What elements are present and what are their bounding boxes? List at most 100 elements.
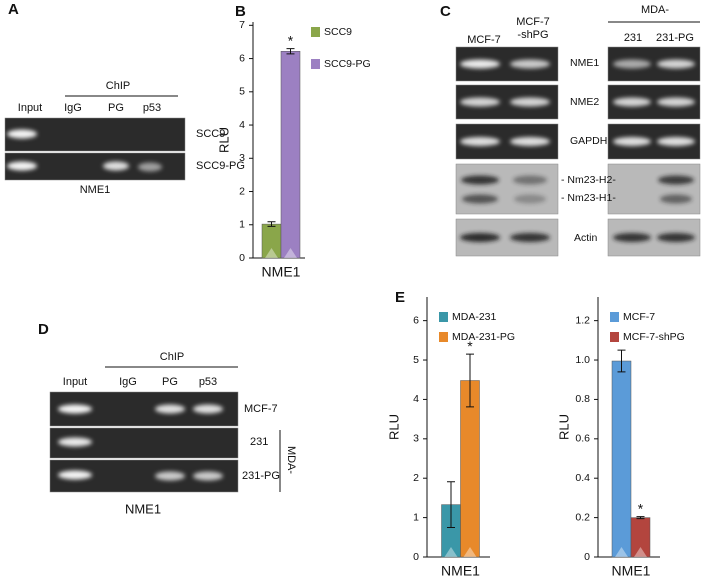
legend-label: SCC9-PG — [324, 58, 371, 70]
row-label: Actin — [574, 232, 598, 244]
legend-swatch — [311, 27, 320, 37]
gel-band — [7, 129, 37, 139]
lane-label: Input — [18, 102, 42, 114]
gel-band — [613, 59, 651, 69]
error-bar — [286, 48, 295, 55]
y-tick-label: 0 — [413, 551, 419, 563]
bar — [611, 360, 632, 558]
lane-label: p53 — [199, 376, 217, 388]
gel-band — [460, 59, 500, 69]
significance-mark: * — [638, 500, 644, 516]
gel-band — [613, 97, 651, 107]
error-bar — [466, 353, 474, 408]
legend-label: SCC9 — [324, 26, 352, 38]
gel-band — [613, 233, 651, 242]
gel-band — [155, 471, 185, 481]
gene-label: NME1 — [80, 184, 111, 196]
gene-label: NME1 — [125, 501, 161, 516]
y-tick-label: 2 — [413, 472, 419, 484]
y-tick-label: 1 — [413, 511, 419, 523]
gel-band — [513, 175, 547, 185]
gel-band — [460, 233, 500, 242]
gel-band — [193, 471, 223, 481]
gel-strip — [455, 163, 559, 215]
y-tick-label: 3 — [413, 433, 419, 445]
x-tick-label: NME1 — [441, 563, 480, 578]
y-tick-label: 1.0 — [575, 354, 590, 366]
gel-band — [657, 233, 695, 242]
row-label: NME1 — [570, 57, 599, 69]
lane-label: 231-PG — [656, 32, 694, 44]
y-tick-label: 0 — [584, 551, 590, 563]
gel-band — [138, 162, 162, 172]
bar-highlight — [444, 547, 458, 557]
group-label: MDA- — [641, 4, 669, 16]
bar — [280, 51, 301, 259]
chip-label: ChIP — [106, 80, 130, 92]
gel-strip — [607, 163, 701, 215]
error-bar — [447, 481, 455, 528]
gel-band — [460, 97, 500, 107]
legend-label: MDA-231 — [452, 311, 497, 323]
y-tick-label: 7 — [239, 19, 245, 31]
gel-band — [7, 161, 37, 171]
row-label: - Nm23-H1- — [561, 192, 616, 204]
lane-label: MCF-7 — [516, 16, 550, 28]
row-label: MCF-7 — [244, 403, 278, 415]
error-bar — [617, 349, 626, 373]
chip-label: ChIP — [160, 351, 184, 363]
gel-band — [658, 175, 694, 185]
bar-highlight — [634, 547, 647, 557]
y-tick-label: 5 — [413, 354, 419, 366]
gel-band — [510, 97, 550, 107]
lane-label: IgG — [119, 376, 137, 388]
lane-label: Input — [63, 376, 87, 388]
gel-band — [514, 194, 546, 204]
gel-band — [657, 137, 695, 146]
legend-swatch — [610, 312, 619, 322]
gel-band — [58, 404, 92, 414]
row-label: 231-PG — [242, 470, 280, 482]
row-label: 231 — [250, 436, 268, 448]
legend-swatch — [610, 332, 619, 342]
y-axis-label: RLU — [216, 127, 231, 153]
y-tick-label: 0.4 — [575, 472, 590, 484]
lane-label: PG — [162, 376, 178, 388]
gel-band — [510, 137, 550, 146]
y-tick-label: 0.8 — [575, 393, 590, 405]
y-tick-label: 4 — [239, 119, 245, 131]
lane-label: PG — [108, 102, 124, 114]
lane-label: MCF-7 — [467, 34, 501, 46]
x-tick-label: NME1 — [612, 563, 651, 578]
bar-highlight — [265, 248, 278, 258]
y-axis-label: RLU — [556, 414, 571, 440]
gel-band — [660, 194, 692, 204]
panel-label: A — [8, 1, 19, 18]
y-tick-label: 0 — [239, 252, 245, 264]
gel-band — [58, 470, 92, 480]
legend-swatch — [439, 312, 448, 322]
significance-mark: * — [288, 32, 294, 48]
lane-label: -shPG — [517, 29, 548, 41]
y-tick-label: 6 — [413, 314, 419, 326]
row-label: SCC9 — [196, 128, 225, 140]
legend-label: MCF-7-shPG — [623, 331, 685, 343]
gel-band — [460, 137, 500, 146]
panel-label: C — [440, 3, 451, 20]
y-tick-label: 6 — [239, 52, 245, 64]
bar-highlight — [284, 248, 297, 258]
y-tick-label: 1.2 — [575, 314, 590, 326]
y-tick-label: 1 — [239, 219, 245, 231]
error-bar — [636, 516, 645, 520]
legend-label: MDA-231-PG — [452, 331, 515, 343]
row-label: - Nm23-H2- — [561, 174, 616, 186]
significance-mark: * — [467, 338, 473, 354]
gel-band — [461, 175, 499, 185]
y-tick-label: 4 — [413, 393, 419, 405]
lane-label: p53 — [143, 102, 161, 114]
y-axis-label: RLU — [386, 414, 401, 440]
gel-band — [462, 194, 498, 204]
legend-swatch — [311, 59, 320, 69]
error-bar — [267, 221, 276, 227]
